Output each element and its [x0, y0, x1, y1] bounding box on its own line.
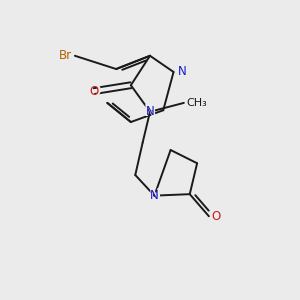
Text: N: N: [178, 65, 187, 79]
Text: N: N: [146, 105, 154, 118]
Text: Br: Br: [59, 49, 72, 62]
Text: O: O: [212, 210, 221, 223]
Text: N: N: [148, 188, 160, 203]
Text: O: O: [212, 209, 224, 224]
Text: N: N: [150, 189, 159, 202]
Text: CH₃: CH₃: [187, 98, 208, 108]
Text: O: O: [89, 85, 99, 98]
Text: N: N: [144, 104, 156, 119]
Text: N: N: [178, 64, 190, 80]
Text: CH₃: CH₃: [187, 96, 215, 110]
Text: O: O: [88, 84, 100, 99]
Text: Br: Br: [54, 48, 72, 63]
